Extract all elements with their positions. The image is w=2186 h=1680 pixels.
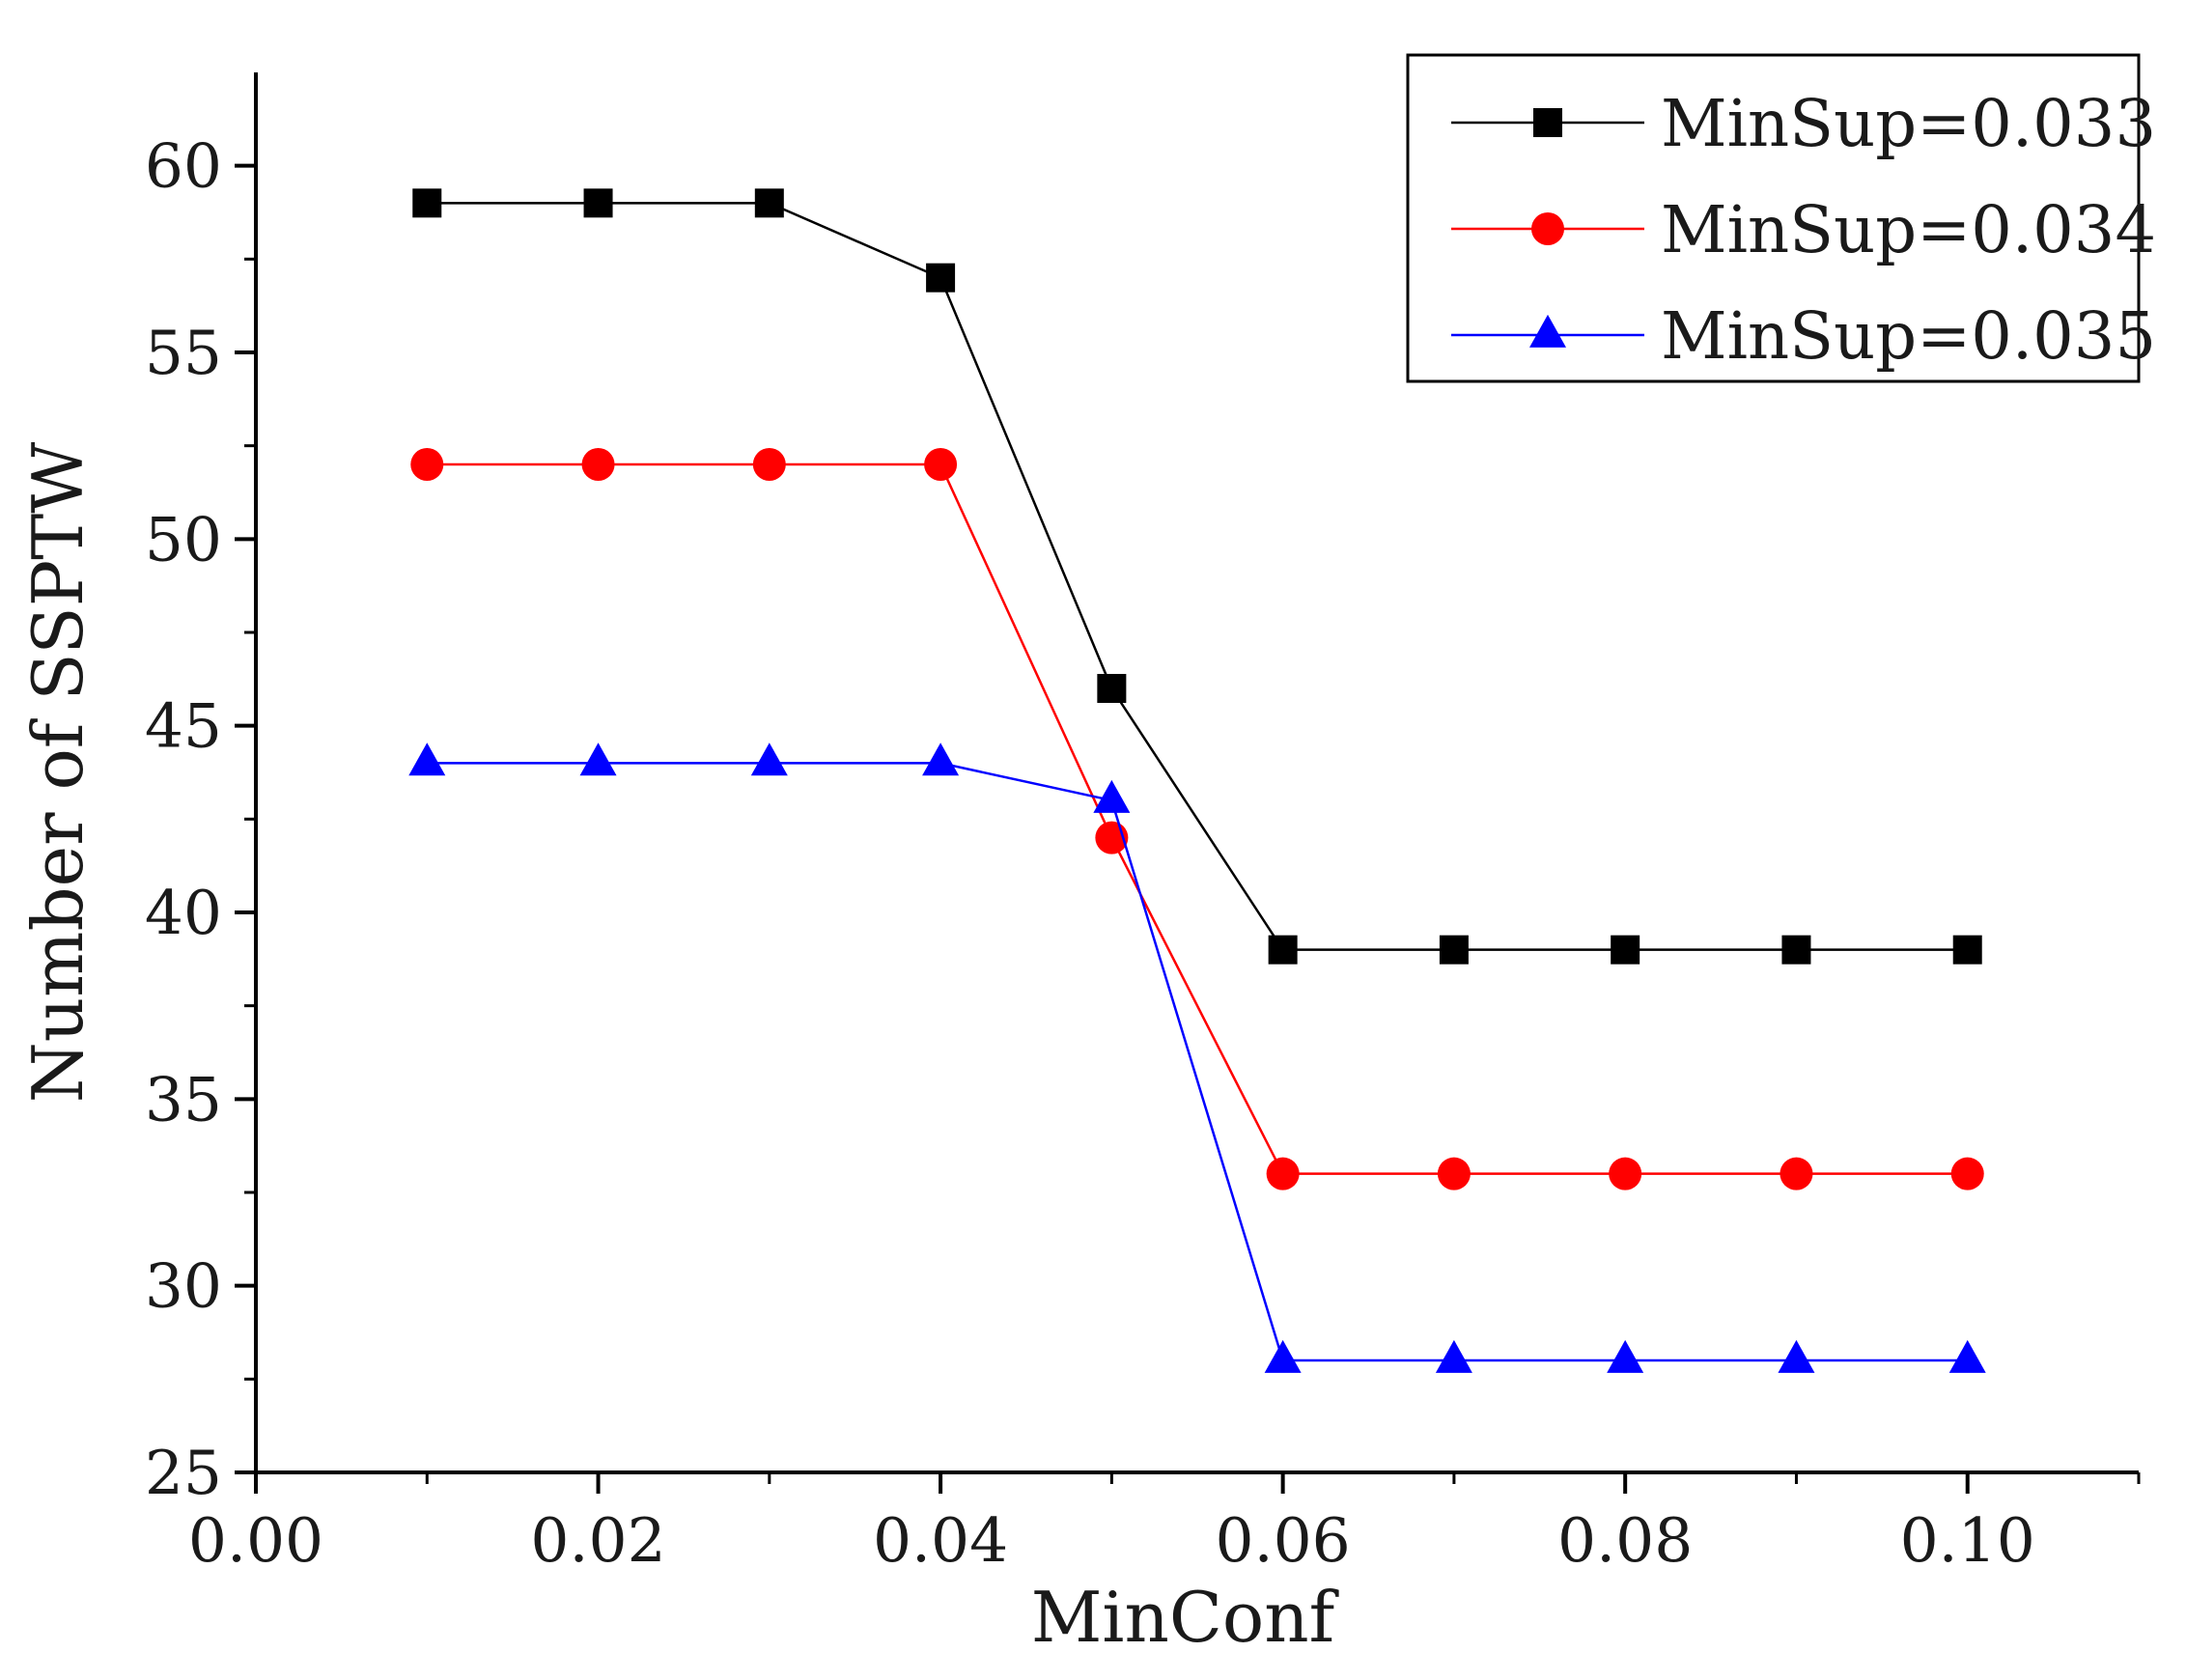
data-point-marker xyxy=(1609,1157,1642,1190)
data-point-marker xyxy=(583,188,613,218)
data-point-marker xyxy=(408,742,446,776)
legend-label: MinSup=0.034 xyxy=(1661,192,2156,267)
y-tick-label: 40 xyxy=(145,878,222,948)
data-point-marker xyxy=(754,188,784,218)
data-point-marker xyxy=(1952,935,1982,965)
data-point-marker xyxy=(1607,1339,1644,1373)
data-point-marker xyxy=(1435,1339,1472,1373)
data-point-marker xyxy=(750,742,788,776)
y-axis-title: Number of SSPTW xyxy=(17,442,98,1103)
legend-label: MinSup=0.033 xyxy=(1661,86,2156,161)
axes: 0.00 0.02 0.04 0.06 0.08 0.10 25 30 35 40 45 50 55 60 xyxy=(145,72,2141,1576)
legend-marker xyxy=(1533,108,1562,137)
x-tick-label: 0.00 xyxy=(188,1505,323,1576)
data-point-marker xyxy=(1266,1157,1300,1190)
data-point-marker xyxy=(1778,1339,1815,1373)
y-tick-label: 55 xyxy=(145,318,222,388)
data-point-marker xyxy=(1780,1157,1813,1190)
y-tick-label: 35 xyxy=(145,1064,222,1134)
y-tick-label: 45 xyxy=(145,691,222,762)
data-point-marker xyxy=(412,188,442,218)
series-line xyxy=(427,462,1968,1175)
legend-entry: MinSup=0.034 xyxy=(1451,192,2156,267)
data-point-marker xyxy=(1948,1339,1986,1373)
data-point-marker xyxy=(924,448,958,481)
axis-titles: MinConf Number of SSPTW xyxy=(17,442,1339,1658)
x-tick-label: 0.10 xyxy=(1900,1505,2035,1576)
y-tick-label: 30 xyxy=(145,1251,222,1322)
data-point-marker xyxy=(922,742,960,776)
data-point-marker xyxy=(1264,1339,1302,1373)
series-line xyxy=(427,762,1968,1362)
x-tick-label: 0.08 xyxy=(1557,1505,1693,1576)
legend-marker xyxy=(1531,212,1564,245)
data-point-marker xyxy=(579,742,617,776)
data-point-marker xyxy=(752,448,786,481)
series-2 xyxy=(410,448,1984,1190)
y-tick-label: 60 xyxy=(145,131,222,202)
data-point-marker xyxy=(926,263,956,293)
legend-label: MinSup=0.035 xyxy=(1661,298,2156,374)
legend-entry: MinSup=0.035 xyxy=(1451,298,2156,374)
series-line xyxy=(427,202,1968,951)
legend-marker xyxy=(1529,314,1566,348)
data-point-marker xyxy=(1268,935,1298,965)
data-point-marker xyxy=(581,448,615,481)
data-point-marker xyxy=(1093,779,1131,813)
data-point-marker xyxy=(1611,935,1640,965)
x-tick-label: 0.06 xyxy=(1215,1505,1350,1576)
series-layer xyxy=(408,188,1986,1373)
data-point-marker xyxy=(1437,1157,1471,1190)
x-axis-title: MinConf xyxy=(1031,1577,1339,1658)
data-point-marker xyxy=(1097,674,1127,703)
data-point-marker xyxy=(1781,935,1811,965)
series-1 xyxy=(412,188,1982,965)
data-point-marker xyxy=(1950,1157,1984,1190)
x-tick-label: 0.04 xyxy=(873,1505,1008,1576)
legend: MinSup=0.033 MinSup=0.034 MinSup=0.035 xyxy=(1406,53,2156,383)
legend-entry: MinSup=0.033 xyxy=(1451,86,2156,161)
legend-box xyxy=(1406,53,2141,383)
x-tick-label: 0.02 xyxy=(530,1505,665,1576)
series-3 xyxy=(408,742,1986,1373)
y-tick-label: 25 xyxy=(145,1438,222,1508)
data-point-marker xyxy=(1439,935,1469,965)
data-point-marker xyxy=(410,448,444,481)
y-tick-label: 50 xyxy=(145,504,222,574)
